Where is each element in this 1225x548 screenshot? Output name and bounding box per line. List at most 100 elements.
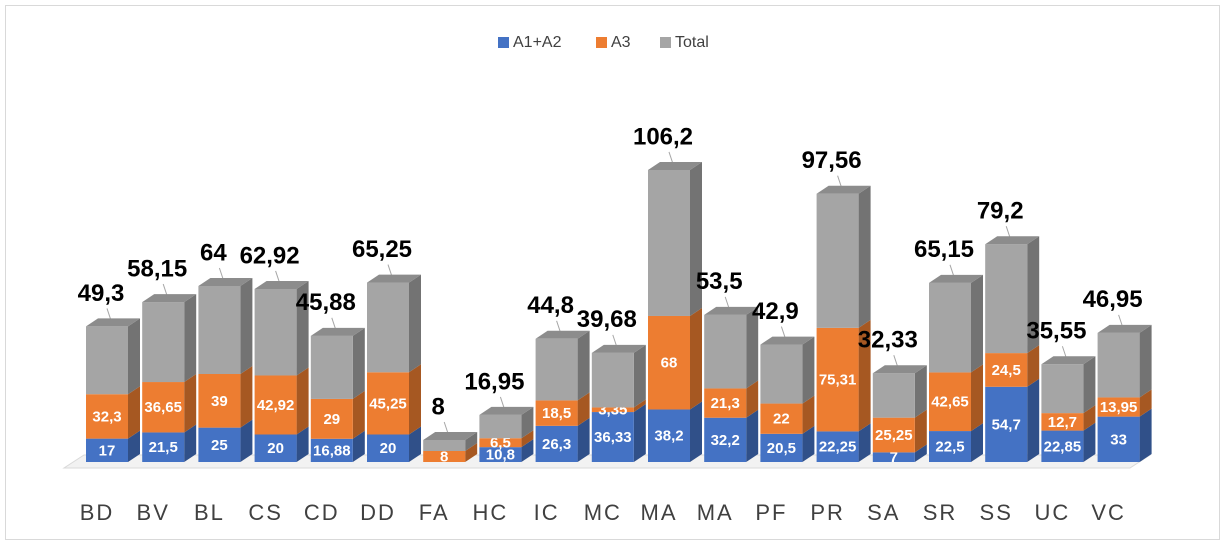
- bar-side: [1083, 422, 1096, 462]
- bar: [479, 414, 522, 439]
- bar-side: [1027, 345, 1040, 387]
- bar-side: [690, 161, 702, 316]
- bar-side: [128, 318, 140, 395]
- bar: [1097, 332, 1140, 398]
- bar-side: [521, 406, 534, 439]
- bar: [254, 375, 297, 435]
- bar-side: [465, 432, 478, 451]
- bar-side: [746, 306, 759, 389]
- bar-side: [971, 274, 983, 373]
- bar-side: [128, 386, 140, 439]
- x-tick-label: MC: [584, 500, 622, 525]
- bar: [367, 434, 409, 462]
- data-label: 25: [211, 437, 228, 454]
- bar-side: [240, 419, 253, 462]
- bar-top: [367, 274, 421, 283]
- data-label: 54,7: [992, 416, 1021, 433]
- bar-side: [240, 278, 253, 374]
- x-tick-label: BV: [137, 500, 170, 525]
- bar-side: [296, 280, 309, 376]
- bar-side: [802, 425, 815, 462]
- data-label: 36,33: [594, 429, 632, 446]
- bar-side: [409, 426, 421, 462]
- bar: [648, 315, 690, 410]
- legend-label: A1+A2: [513, 34, 562, 51]
- total-label: 8: [432, 393, 445, 420]
- bar: [198, 286, 241, 374]
- bar-side: [858, 185, 871, 328]
- x-tick-label: SS: [980, 500, 1013, 525]
- bar: [704, 388, 747, 418]
- bar: [985, 386, 1028, 462]
- bar-top: [929, 274, 983, 283]
- bar-side: [409, 274, 421, 373]
- data-label: 20: [267, 440, 284, 457]
- total-label: 16,95: [464, 368, 524, 395]
- data-label: 33: [1110, 431, 1127, 448]
- bar-side: [746, 409, 759, 462]
- bar-top: [198, 278, 253, 286]
- bar-side: [914, 365, 927, 418]
- bar-side: [1027, 236, 1040, 354]
- bar: [1097, 397, 1140, 417]
- bar: [198, 427, 241, 462]
- data-label: 20: [380, 440, 397, 457]
- x-tick-label: IC: [534, 500, 560, 525]
- bar: [479, 438, 522, 448]
- x-tick-label: DD: [360, 500, 396, 525]
- total-label: 106,2: [633, 123, 693, 150]
- data-label: 10,8: [486, 447, 515, 464]
- bar-top: [985, 236, 1040, 245]
- data-label: 32,2: [711, 432, 740, 449]
- bar: [1041, 413, 1084, 431]
- bar: [872, 417, 915, 453]
- bar-side: [184, 374, 197, 433]
- bar-side: [746, 380, 759, 418]
- bar-side: [1027, 378, 1040, 462]
- bar-top: [760, 336, 815, 345]
- bar: [535, 338, 578, 401]
- data-label: 45,25: [369, 395, 407, 412]
- bar-side: [971, 423, 983, 462]
- bar: [872, 373, 915, 418]
- bar: [760, 344, 803, 404]
- data-label: 16,88: [313, 442, 351, 459]
- data-label: 13,95: [1100, 399, 1138, 416]
- data-label: 12,7: [1048, 414, 1077, 431]
- x-tick-label: MA: [697, 500, 734, 525]
- bar-side: [352, 430, 365, 462]
- bar-top: [648, 161, 702, 170]
- x-tick-label: FA: [419, 500, 450, 525]
- total-label: 79,2: [977, 198, 1024, 225]
- bar-top: [479, 406, 534, 415]
- x-tick-label: BD: [80, 500, 115, 525]
- x-tick-label: MA: [641, 500, 678, 525]
- bar-side: [633, 399, 646, 413]
- data-label: 21,3: [711, 395, 740, 412]
- bar: [760, 433, 803, 462]
- x-tick-label: SR: [923, 500, 958, 525]
- bar-side: [690, 307, 702, 410]
- bar: [704, 417, 747, 462]
- data-label: 38,2: [654, 428, 683, 445]
- bar-top: [816, 185, 871, 194]
- bar: [86, 394, 128, 439]
- data-label: 42,92: [257, 397, 295, 414]
- bar-top: [86, 318, 140, 327]
- data-label: 7: [890, 449, 898, 466]
- bar-side: [352, 327, 365, 399]
- total-label: 58,15: [127, 255, 187, 282]
- bar: [816, 431, 859, 462]
- bar-side: [240, 366, 253, 428]
- bar-side: [858, 319, 871, 432]
- bar: [367, 282, 409, 373]
- bar-top: [423, 432, 478, 440]
- bar-top: [872, 365, 927, 374]
- bar-side: [802, 336, 815, 404]
- total-label: 64: [200, 239, 227, 266]
- bar-side: [914, 409, 927, 453]
- bar: [86, 438, 128, 462]
- bar: [760, 403, 803, 434]
- total-label: 49,3: [78, 280, 125, 307]
- bar: [591, 412, 634, 462]
